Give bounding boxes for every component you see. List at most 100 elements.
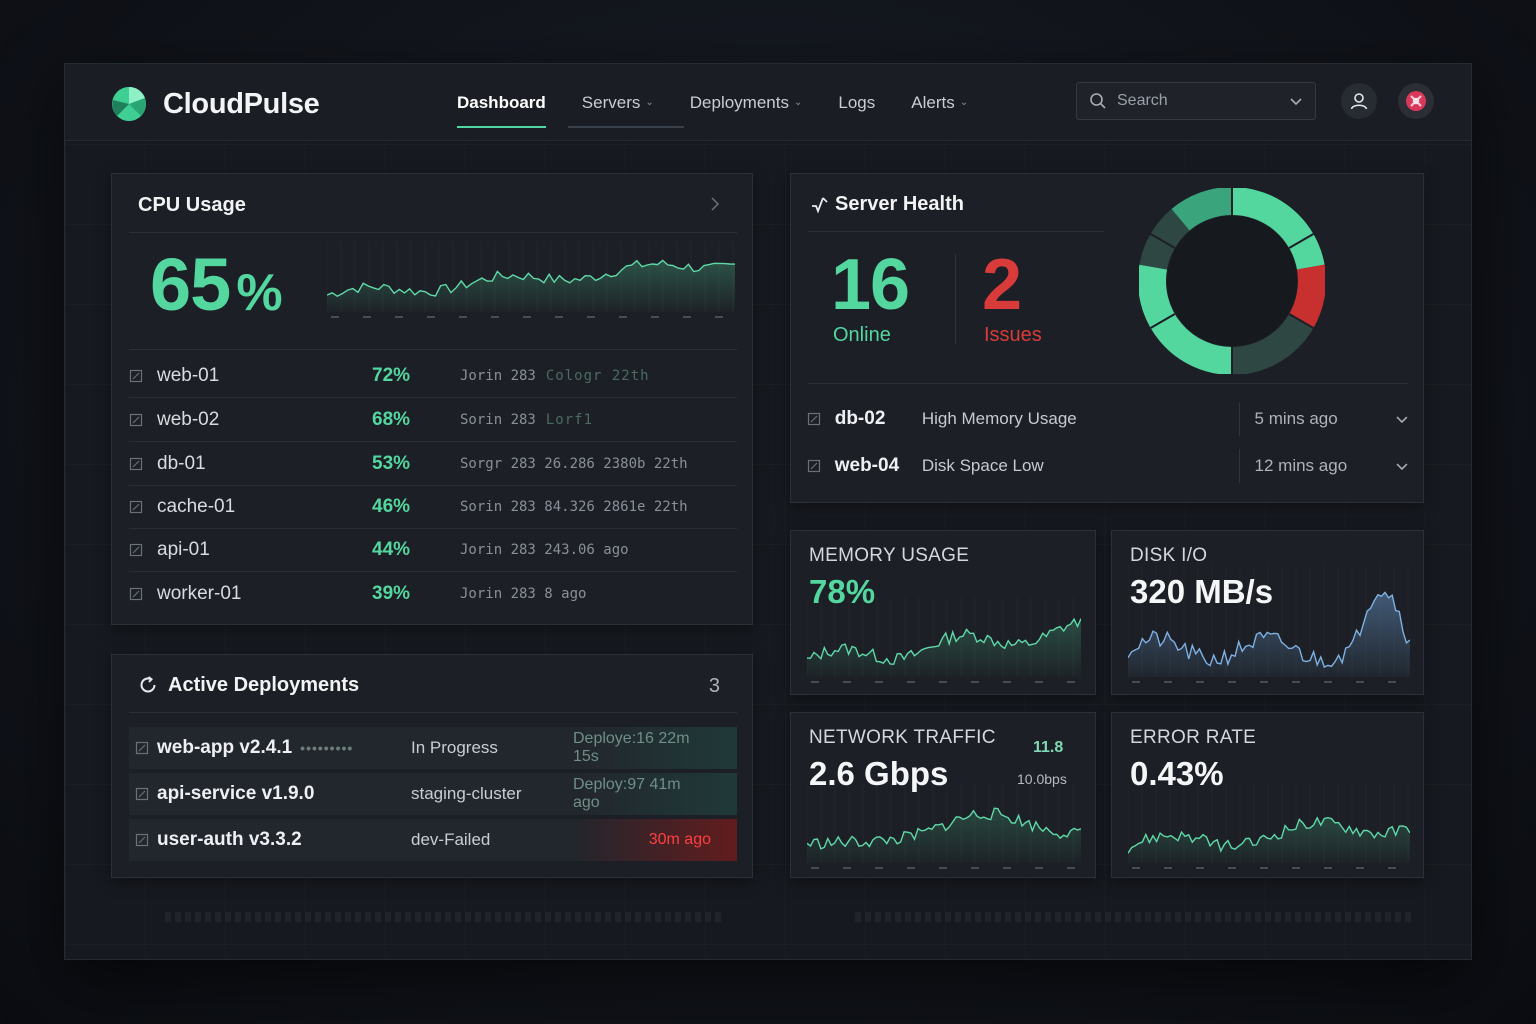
cpu-row-db-01[interactable]: db-01 53% Sorgr 283 26.286 2380b 22th <box>129 443 737 486</box>
server-cpu-pct: 44% <box>372 539 411 560</box>
nav-logs[interactable]: Logs <box>820 64 893 141</box>
server-meta: Jorin 283 8 ago <box>460 585 587 602</box>
alert-row-db-02[interactable]: db-02 High Memory Usage 5 mins ago <box>807 396 1409 442</box>
chevron-right-icon[interactable] <box>708 196 722 212</box>
error-rate-value: 0.43% <box>1130 755 1224 792</box>
axis-tick <box>1196 867 1204 869</box>
deployment-time: Deploye:16 22m 15s <box>573 727 737 769</box>
disk-io-card[interactable]: DISK I/O 320 MB/s <box>1111 530 1424 695</box>
cpu-row-web-01[interactable]: web-01 72% Jorin 283 Cologr 22th <box>129 355 737 398</box>
axis-tick <box>1260 867 1268 869</box>
chevron-down-icon: ⌄ <box>959 97 969 108</box>
axis-tick <box>395 316 403 318</box>
network-sub-rate: 10.0bps <box>1017 771 1067 787</box>
deployments-count: 3 <box>708 675 720 697</box>
axis-tick <box>1196 681 1204 683</box>
axis-tick <box>1388 867 1396 869</box>
search-input[interactable]: Search <box>1076 82 1316 120</box>
progress-dots: ••••••••• <box>300 740 354 756</box>
nav-deployments[interactable]: Deployments ⌄ <box>672 64 821 141</box>
cpu-usage-panel: CPU Usage 65 % web-01 72% Jorin 283 Colo… <box>111 173 753 625</box>
nav-dashboard-label: Dashboard <box>457 92 546 112</box>
donut-separator <box>1288 233 1314 249</box>
server-name: db-01 <box>157 453 206 474</box>
app-name: CloudPulse <box>163 87 320 120</box>
chevron-down-icon[interactable] <box>1289 94 1303 108</box>
deploy-icon <box>129 741 157 755</box>
nav-servers[interactable]: Servers ⌄ <box>564 64 684 141</box>
background-texture <box>165 912 725 922</box>
server-name: worker-01 <box>157 582 242 604</box>
axis-tick <box>1356 681 1364 683</box>
server-cpu-pct: 68% <box>372 409 411 430</box>
cpu-row-worker-01[interactable]: worker-01 39% Jorin 283 8 ago <box>129 572 737 615</box>
axis-tick <box>555 316 563 318</box>
donut-issues-segment <box>1288 264 1325 328</box>
error-rate-card[interactable]: ERROR RATE 0.43% <box>1111 712 1424 878</box>
deployment-name: user-auth v3.3.2 <box>157 829 302 850</box>
disk-io-label: DISK I/O <box>1130 545 1208 566</box>
network-traffic-label: NETWORK TRAFFIC <box>809 727 996 748</box>
server-meta: Sorgr 283 26.286 2380b 22th <box>460 456 688 472</box>
alert-server: db-02 <box>834 408 886 429</box>
dashboard-window: CloudPulse Dashboard Servers ⌄ Deploymen… <box>64 63 1472 960</box>
axis-tick <box>1324 681 1332 683</box>
deployment-row-api-service[interactable]: api-service v1.9.0 staging-cluster Deplo… <box>129 773 737 815</box>
network-traffic-card[interactable]: NETWORK TRAFFIC 2.6 Gbps 11.8 10.0bps <box>790 712 1096 878</box>
alert-icon <box>807 459 835 473</box>
axis-tick <box>459 316 467 318</box>
cpu-row-web-02[interactable]: web-02 68% Sorin 283 Lorf1 <box>129 399 737 442</box>
axis-tick <box>1067 867 1075 869</box>
axis-tick <box>715 316 723 318</box>
deployment-status: dev-Failed <box>411 830 491 849</box>
server-icon <box>129 587 157 601</box>
donut-online-segment <box>1139 264 1233 374</box>
online-count: 16 <box>831 245 910 325</box>
nav-dashboard[interactable]: Dashboard <box>439 64 564 141</box>
cpu-usage-title: CPU Usage <box>138 194 246 216</box>
sparkline-line <box>807 617 1081 666</box>
sparkline-area <box>1128 592 1410 677</box>
chevron-down-icon[interactable] <box>1395 459 1409 473</box>
axis-tick <box>651 316 659 318</box>
server-meta: Jorin 283 <box>460 368 536 384</box>
server-meta-extra: Lorf1 <box>545 412 594 428</box>
axis-tick <box>1324 867 1332 869</box>
nav-servers-label: Servers <box>581 92 641 112</box>
user-icon <box>1350 93 1368 110</box>
memory-usage-label: MEMORY USAGE <box>809 545 970 566</box>
cpu-row-api-01[interactable]: api-01 44% Jorin 283 243.06 ago <box>129 529 737 572</box>
logo[interactable]: CloudPulse <box>111 86 320 122</box>
sparkline-line <box>807 807 1081 850</box>
axis-tick <box>587 316 595 318</box>
memory-usage-card[interactable]: MEMORY USAGE 78% <box>790 530 1096 695</box>
deployment-row-web-app[interactable]: web-app v2.4.1 ••••••••• In Progress Depl… <box>129 727 737 769</box>
axis-tick <box>1164 681 1172 683</box>
axis-tick <box>1035 681 1043 683</box>
network-traffic-value: 2.6 Gbps <box>809 755 949 792</box>
deployment-row-user-auth[interactable]: user-auth v3.3.2 dev-Failed 30m ago <box>129 819 737 861</box>
alert-row-web-04[interactable]: web-04 Disk Space Low 12 mins ago <box>807 443 1409 489</box>
axis-tick <box>907 867 915 869</box>
issues-count: 2 <box>982 245 1023 325</box>
donut-separator <box>1288 313 1314 329</box>
server-cpu-pct: 46% <box>372 496 411 517</box>
health-divider <box>955 254 956 344</box>
sparkline-area <box>1128 817 1410 863</box>
cpu-row-cache-01[interactable]: cache-01 46% Sorin 283 84.326 2861e 22th <box>129 486 737 529</box>
axis-tick <box>1228 681 1236 683</box>
axis-tick <box>939 681 947 683</box>
background-texture <box>855 912 1415 922</box>
axis-tick <box>1260 681 1268 683</box>
axis-tick <box>843 867 851 869</box>
nav-alerts[interactable]: Alerts ⌄ <box>893 64 986 141</box>
avatar[interactable] <box>1398 83 1434 119</box>
disk-io-sparkline <box>1128 591 1410 683</box>
deploy-icon <box>129 833 157 847</box>
nav-alerts-label: Alerts <box>911 92 955 112</box>
axis-tick <box>907 681 915 683</box>
server-cpu-pct: 39% <box>372 582 411 604</box>
chevron-down-icon[interactable] <box>1395 412 1409 426</box>
user-profile-button[interactable] <box>1341 83 1377 119</box>
main-nav: Dashboard Servers ⌄ Deployments ⌄ Logs A… <box>439 64 986 141</box>
